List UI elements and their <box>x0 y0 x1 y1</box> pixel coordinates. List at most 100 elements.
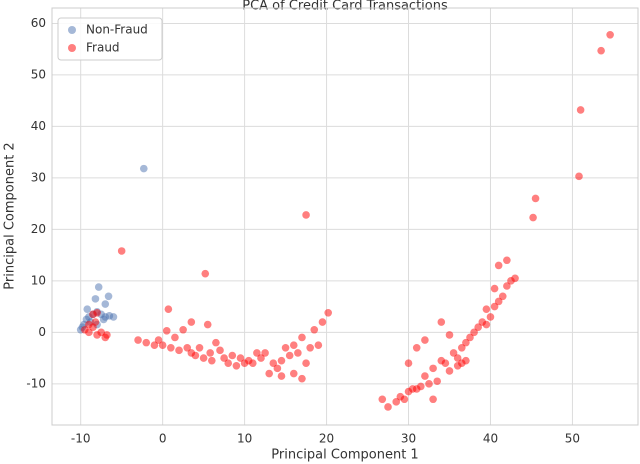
point <box>206 349 214 357</box>
point <box>289 369 298 378</box>
point <box>261 349 269 357</box>
legend-marker <box>68 44 76 52</box>
point <box>253 349 261 357</box>
y-tick-label: 20 <box>31 222 46 236</box>
x-tick-label: -10 <box>71 432 91 446</box>
y-tick-label: 60 <box>31 16 46 30</box>
x-tick-label: 50 <box>565 432 580 446</box>
point <box>421 336 429 344</box>
point <box>498 292 507 301</box>
point <box>216 346 224 355</box>
point <box>457 343 466 352</box>
point <box>298 374 306 383</box>
x-tick-label: 0 <box>159 432 167 446</box>
point <box>494 261 503 270</box>
point <box>150 341 159 350</box>
point <box>220 354 228 362</box>
point <box>158 341 167 350</box>
point <box>462 338 470 347</box>
point <box>531 194 540 203</box>
point <box>203 320 212 329</box>
y-tick-label: 50 <box>31 67 46 81</box>
point <box>142 338 151 347</box>
point <box>429 395 437 404</box>
point <box>490 284 499 293</box>
point <box>314 341 323 350</box>
point <box>277 356 286 365</box>
point <box>212 338 220 347</box>
x-tick-label: 40 <box>483 432 498 446</box>
point <box>281 343 290 352</box>
point <box>109 313 118 321</box>
point <box>529 213 537 222</box>
point <box>99 315 108 324</box>
point <box>425 380 433 388</box>
y-tick-label: 40 <box>31 119 46 133</box>
point <box>298 333 306 342</box>
point <box>457 359 466 368</box>
point <box>162 326 171 335</box>
legend-box <box>57 17 163 61</box>
point <box>575 172 583 181</box>
point <box>449 349 458 357</box>
point <box>179 325 187 334</box>
point <box>404 359 413 368</box>
point <box>277 372 286 380</box>
x-tick-label: 10 <box>237 432 252 446</box>
y-tick-label: -10 <box>26 376 46 390</box>
point <box>248 359 257 368</box>
legend-label: Non-Fraud <box>86 23 148 37</box>
point <box>445 367 454 375</box>
point <box>273 364 282 373</box>
y-axis-label: Principal Component 2 <box>3 142 18 289</box>
point <box>441 359 450 368</box>
point <box>269 359 278 368</box>
point <box>83 305 92 313</box>
point <box>466 333 474 342</box>
point <box>318 318 327 326</box>
point <box>384 403 392 411</box>
point <box>306 343 314 352</box>
point <box>199 354 208 362</box>
point <box>101 300 110 308</box>
y-tick-label: 30 <box>31 170 46 184</box>
point <box>482 320 491 329</box>
point <box>91 295 100 303</box>
point <box>503 282 511 290</box>
point <box>597 46 605 55</box>
point <box>104 292 113 301</box>
point <box>167 343 175 352</box>
point <box>400 395 409 404</box>
point <box>302 211 310 219</box>
point <box>453 354 462 362</box>
point <box>154 336 163 344</box>
point <box>482 305 491 313</box>
chart-title: PCA of Credit Card Transactions <box>242 0 448 14</box>
x-axis-label: Principal Component 1 <box>271 448 418 463</box>
point <box>470 328 478 337</box>
point <box>93 308 101 317</box>
point <box>91 318 100 326</box>
point <box>378 395 387 404</box>
y-tick-label: 0 <box>38 325 46 339</box>
point <box>187 318 196 326</box>
point <box>412 343 421 352</box>
point <box>503 256 511 265</box>
point <box>265 369 273 378</box>
point <box>117 247 126 255</box>
point <box>195 343 204 352</box>
point <box>85 328 93 337</box>
legend-label: Fraud <box>86 41 120 55</box>
legend-marker <box>68 26 76 34</box>
point <box>103 331 111 339</box>
point <box>417 382 425 391</box>
point <box>134 336 142 344</box>
x-tick-label: 30 <box>401 432 416 446</box>
point <box>94 283 103 291</box>
point <box>429 364 437 373</box>
point <box>201 269 210 278</box>
point <box>285 351 294 360</box>
point <box>289 341 298 350</box>
point <box>421 372 429 380</box>
